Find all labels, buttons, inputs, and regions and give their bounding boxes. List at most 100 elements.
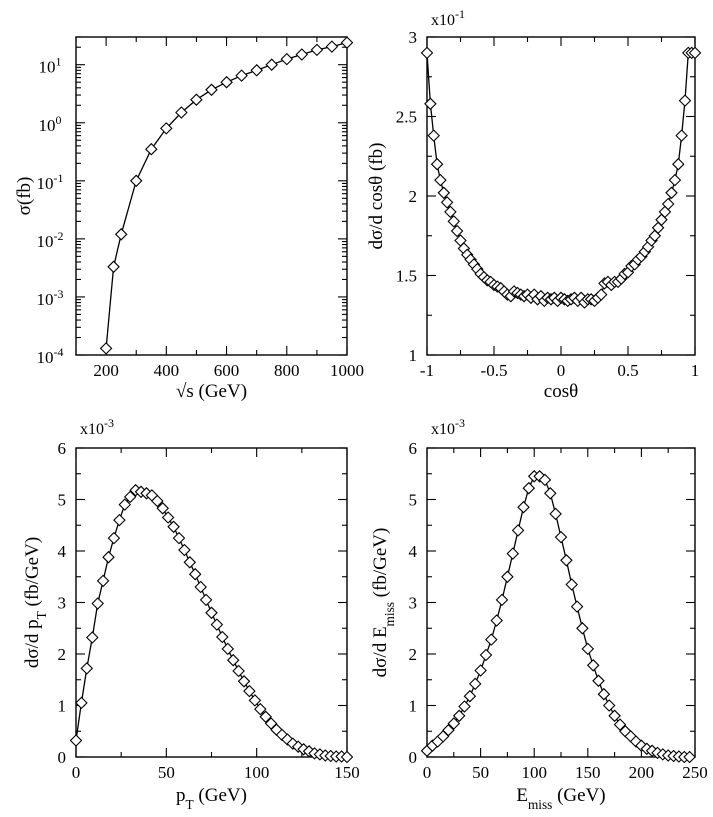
data-point: [232, 664, 245, 678]
data-point: [672, 157, 685, 171]
plot-frame: [75, 36, 348, 356]
data-point: [194, 580, 207, 594]
data-point: [199, 593, 213, 607]
chart-panel-2: -1 -0.5 0 0.5 1 1 1.5 2 2.5 3 x10-1 cosθ dσ/d cosθ (…: [366, 7, 702, 402]
data-point: [490, 614, 503, 627]
y-tick-label: 100: [39, 113, 62, 135]
data-point: [544, 487, 557, 500]
data-point: [188, 567, 202, 581]
data-point: [325, 40, 339, 53]
data-point: [80, 662, 94, 675]
x-tick-label: 800: [274, 361, 300, 380]
data-point: [565, 578, 578, 591]
x-axis-label: Emiss (GeV): [516, 785, 605, 812]
data-point: [340, 36, 354, 49]
x-tick-label: 100: [244, 763, 270, 782]
data-point: [450, 224, 464, 238]
data-point: [560, 554, 573, 567]
data-point: [463, 689, 477, 703]
x-tick-label: 1000: [330, 361, 364, 380]
data-point: [511, 524, 525, 537]
data-point: [235, 69, 248, 82]
y-tick-label: 10-3: [37, 287, 64, 309]
data-point: [96, 574, 110, 588]
data-point: [210, 618, 224, 631]
series-line: [105, 41, 348, 349]
y-tick-label: 1: [409, 346, 418, 365]
data-point: [295, 48, 309, 61]
data-point: [220, 75, 233, 89]
x-tick-label: -0.5: [481, 361, 508, 380]
data-point: [522, 481, 536, 495]
data-point: [145, 142, 158, 156]
data-point: [123, 490, 137, 504]
x-tick-label: 0: [557, 361, 566, 380]
data-point: [538, 473, 552, 487]
data-point: [156, 502, 169, 515]
data-point: [178, 543, 191, 557]
data-point: [665, 186, 678, 200]
data-point: [113, 513, 126, 527]
data-point: [172, 531, 186, 545]
data-point: [427, 129, 440, 142]
data-point: [340, 750, 354, 764]
y-tick-label: 10-1: [37, 171, 64, 193]
data-point: [161, 511, 175, 524]
x-tick-label: 0: [423, 763, 432, 782]
x-tick-label: 400: [154, 361, 180, 380]
data-point: [592, 674, 605, 688]
y-tick-label: 101: [39, 55, 62, 77]
plot-frame: [426, 36, 696, 356]
x-tick-label: 250: [682, 763, 708, 782]
data-point: [248, 694, 262, 707]
data-point: [254, 702, 267, 716]
y-multiplier: x10-3: [80, 416, 114, 438]
x-tick-label: 50: [158, 763, 175, 782]
data-point: [91, 597, 104, 610]
x-tick-label: 0: [72, 763, 81, 782]
chart-panel-3: 0 50 100 150 0 1 2 3 4 5 6 x10-3 pT (GeV) dσ/d pT (fb…: [22, 416, 360, 812]
data-point: [576, 622, 589, 635]
x-axis-label: pT (GeV): [176, 785, 247, 812]
data-point: [613, 718, 627, 731]
y-tick-label: 3: [409, 28, 418, 47]
y-tick-label: 1: [58, 697, 67, 716]
x-tick-label: 50: [472, 763, 489, 782]
plot-frame: [426, 447, 696, 758]
y-tick-label: 4: [409, 542, 418, 561]
data-point: [114, 228, 128, 241]
data-point: [160, 122, 173, 135]
data-point: [549, 507, 562, 521]
data-point: [683, 750, 696, 764]
data-point: [183, 556, 197, 569]
y-tick-label: 1.5: [396, 267, 417, 286]
data-point: [265, 58, 278, 71]
data-point: [107, 260, 120, 274]
data-point: [280, 52, 294, 66]
x-tick-label: -1: [420, 361, 434, 380]
data-point: [216, 630, 229, 644]
data-point: [99, 342, 113, 355]
data-point: [447, 215, 461, 228]
y-tick-label: 2: [409, 187, 418, 206]
data-point: [608, 709, 621, 723]
y-tick-label: 3: [409, 594, 418, 613]
data-point: [554, 530, 568, 544]
y-tick-label: 5: [58, 491, 67, 510]
data-point: [430, 157, 444, 171]
data-point: [597, 687, 611, 701]
x-tick-label: 150: [575, 763, 601, 782]
data-point: [118, 498, 132, 511]
data-point: [250, 64, 263, 77]
data-point: [570, 600, 584, 613]
x-tick-label: 0.5: [617, 361, 638, 380]
data-point: [661, 197, 675, 211]
data-point: [69, 734, 83, 747]
x-tick-label: 100: [521, 763, 547, 782]
series-line: [426, 52, 695, 304]
data-point: [468, 677, 482, 691]
y-tick-label: 6: [409, 439, 418, 458]
data-point: [175, 106, 188, 119]
data-point: [190, 93, 203, 106]
